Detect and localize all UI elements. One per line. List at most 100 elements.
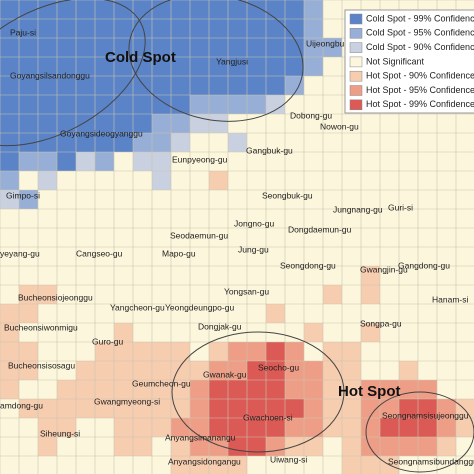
place-label: Seongdong-gu bbox=[280, 260, 336, 270]
grid-cell bbox=[323, 399, 342, 418]
grid-cell bbox=[266, 437, 285, 456]
grid-cell bbox=[228, 19, 247, 38]
grid-cell bbox=[228, 0, 247, 19]
legend-label: Cold Spot - 95% Confidence bbox=[366, 28, 474, 38]
grid-cell bbox=[95, 380, 114, 399]
grid-cell bbox=[285, 399, 304, 418]
grid-cell bbox=[133, 0, 152, 19]
grid-cell bbox=[133, 418, 152, 437]
grid-cell bbox=[285, 38, 304, 57]
grid-cell bbox=[228, 399, 247, 418]
place-label: Geumcheon-gu bbox=[132, 378, 191, 388]
place-label: Hanam-si bbox=[432, 294, 468, 304]
grid-cell bbox=[133, 38, 152, 57]
grid-cell bbox=[266, 304, 285, 323]
grid-cell bbox=[228, 95, 247, 114]
grid-cell bbox=[19, 285, 38, 304]
grid-cell bbox=[95, 361, 114, 380]
grid-cell bbox=[133, 133, 152, 152]
grid-cell bbox=[57, 152, 76, 171]
grid-cell bbox=[228, 456, 247, 474]
grid-cell bbox=[285, 380, 304, 399]
place-label: Goyangsilsandonggu bbox=[10, 70, 90, 80]
grid-cell bbox=[133, 380, 152, 399]
grid-cell bbox=[152, 38, 171, 57]
grid-cell bbox=[38, 437, 57, 456]
grid-cell bbox=[38, 57, 57, 76]
grid-cell bbox=[361, 285, 380, 304]
grid-cell bbox=[152, 418, 171, 437]
grid-cell bbox=[190, 380, 209, 399]
grid-cell bbox=[190, 437, 209, 456]
grid-cell bbox=[38, 76, 57, 95]
grid-cell bbox=[152, 19, 171, 38]
grid-cell bbox=[57, 57, 76, 76]
grid-cell bbox=[57, 418, 76, 437]
grid-cell bbox=[380, 437, 399, 456]
grid-cell bbox=[323, 285, 342, 304]
place-label: Seodaemun-gu bbox=[170, 230, 228, 240]
grid-cell bbox=[456, 399, 474, 418]
grid-cell bbox=[190, 76, 209, 95]
legend-label: Hot Spot - 90% Confidence bbox=[366, 71, 474, 81]
grid-cell bbox=[19, 342, 38, 361]
grid-cell bbox=[19, 152, 38, 171]
grid-cell bbox=[0, 323, 19, 342]
grid-cell bbox=[152, 361, 171, 380]
grid-cell bbox=[152, 171, 171, 190]
place-label: Gwangmyeong-si bbox=[94, 396, 160, 406]
grid-cell bbox=[114, 114, 133, 133]
place-label: Gangbuk-gu bbox=[246, 145, 293, 155]
grid-cell bbox=[247, 361, 266, 380]
grid-cell bbox=[114, 76, 133, 95]
grid-cell bbox=[57, 95, 76, 114]
place-label: Dongjak-gu bbox=[198, 321, 242, 331]
legend-label: Not Significant bbox=[366, 56, 425, 66]
grid-cell bbox=[247, 399, 266, 418]
grid-cell bbox=[247, 57, 266, 76]
grid-cell bbox=[0, 304, 19, 323]
grid-cell bbox=[418, 380, 437, 399]
grid-cell bbox=[38, 19, 57, 38]
grid-cell bbox=[19, 38, 38, 57]
grid-cell bbox=[95, 0, 114, 19]
grid-cell bbox=[0, 114, 19, 133]
grid-cell bbox=[285, 342, 304, 361]
place-label: Songpa-gu bbox=[360, 318, 402, 328]
legend-swatch bbox=[349, 85, 363, 96]
cold-ellipse bbox=[128, 0, 304, 122]
grid-cell bbox=[399, 361, 418, 380]
grid-cell bbox=[114, 38, 133, 57]
grid-cell bbox=[76, 0, 95, 19]
grid-cell bbox=[19, 57, 38, 76]
grid-cell bbox=[190, 19, 209, 38]
place-label: Uiwang-si bbox=[270, 454, 307, 464]
legend-swatch bbox=[349, 42, 363, 53]
grid-cell bbox=[342, 361, 361, 380]
grid-cell bbox=[418, 437, 437, 456]
grid-cell bbox=[190, 361, 209, 380]
grid-cell bbox=[76, 19, 95, 38]
grid-cell bbox=[19, 361, 38, 380]
grid-cell bbox=[95, 38, 114, 57]
grid-cell bbox=[133, 361, 152, 380]
grid-cell bbox=[285, 0, 304, 19]
grid-cell bbox=[152, 76, 171, 95]
grid-cell bbox=[19, 190, 38, 209]
grid-cell bbox=[57, 399, 76, 418]
legend-swatch bbox=[349, 28, 363, 39]
legend-label: Hot Spot - 95% Confidence bbox=[366, 85, 474, 95]
grid-cell bbox=[38, 95, 57, 114]
place-label: Jung-gu bbox=[238, 244, 269, 254]
place-label: Gwangjin-gu bbox=[360, 264, 408, 274]
grid-cell bbox=[171, 0, 190, 19]
grid-cell bbox=[228, 133, 247, 152]
grid-cell bbox=[228, 418, 247, 437]
grid-cell bbox=[19, 19, 38, 38]
grid-cell bbox=[361, 380, 380, 399]
grid-cell bbox=[247, 437, 266, 456]
grid-cell bbox=[38, 133, 57, 152]
grid-cell bbox=[152, 114, 171, 133]
grid-cell bbox=[380, 380, 399, 399]
grid-cell bbox=[114, 361, 133, 380]
